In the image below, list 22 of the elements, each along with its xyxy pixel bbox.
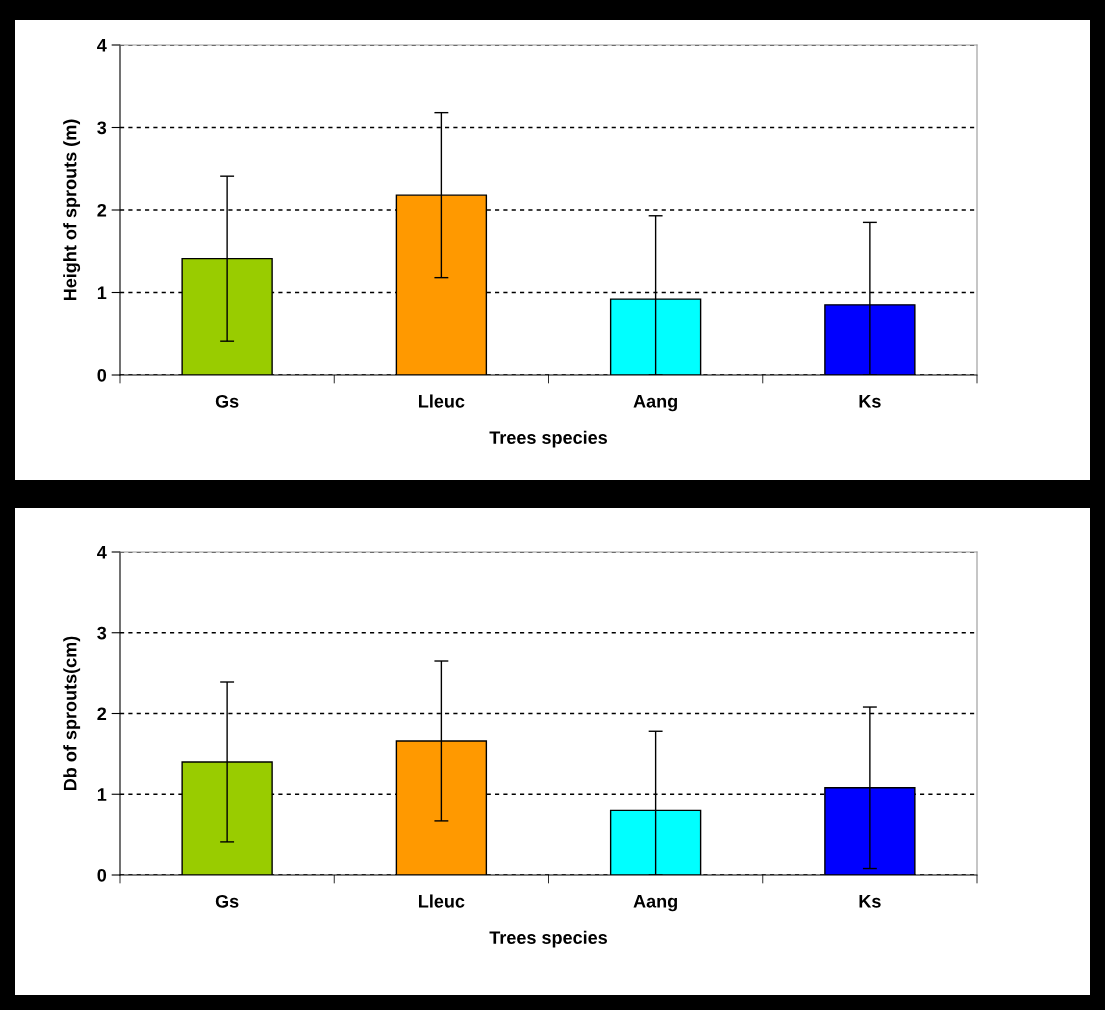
- y-tick-label: 3: [97, 626, 107, 640]
- x-tick-label: Aang: [633, 395, 677, 412]
- y-axis-title: Db of sprouts(cm): [63, 636, 81, 791]
- y-tick-label: 3: [97, 121, 107, 135]
- y-tick-label: 2: [97, 203, 107, 217]
- x-tick-label: Lleuc: [419, 394, 465, 408]
- x-tick-label: Ks: [859, 395, 881, 408]
- y-tick-label: 2: [97, 707, 107, 721]
- x-tick-label: Lleuc: [419, 894, 465, 908]
- y-tick-label: 0: [97, 368, 107, 382]
- y-tick-label: 1: [97, 788, 107, 801]
- y-tick-label: 1: [97, 286, 107, 300]
- y-tick-label: 4: [97, 546, 107, 559]
- x-tick-label: Ks: [859, 895, 881, 908]
- x-axis-title: Trees species: [489, 930, 607, 948]
- x-tick-label: Gs: [215, 894, 239, 908]
- y-tick-label: 4: [97, 39, 107, 52]
- x-tick-label: Aang: [633, 895, 677, 912]
- x-axis-title: Trees species: [489, 430, 607, 448]
- y-tick-label: 0: [97, 868, 107, 882]
- x-tick-label: Gs: [215, 394, 239, 408]
- y-axis-title: Height of sprouts (m): [63, 119, 81, 301]
